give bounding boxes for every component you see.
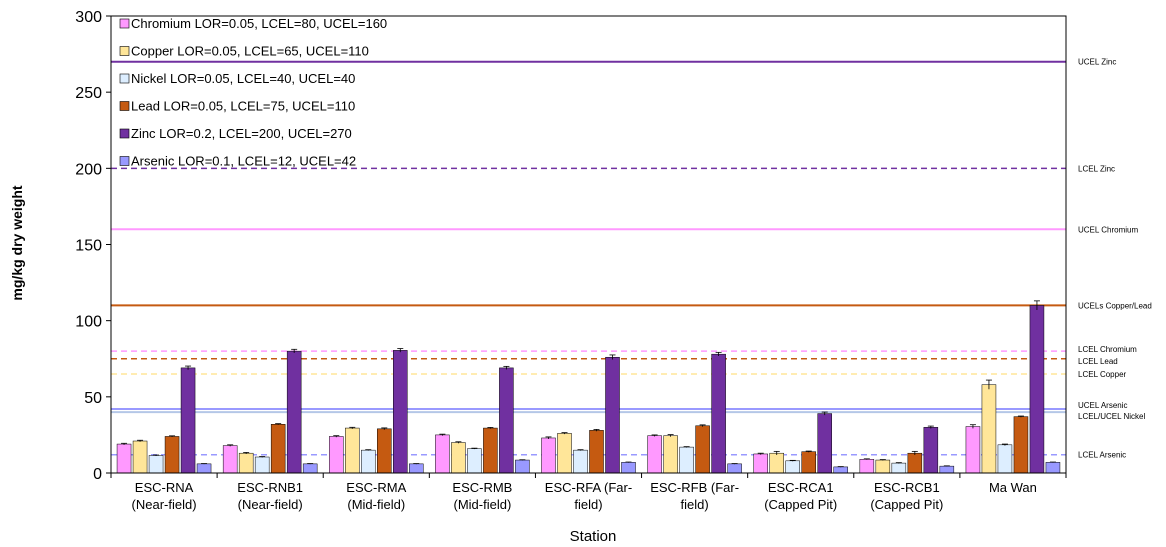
bar bbox=[180, 367, 196, 474]
bar bbox=[907, 452, 923, 474]
bar bbox=[164, 436, 180, 474]
bar bbox=[393, 350, 408, 474]
bar bbox=[589, 430, 604, 474]
legend-entry: Chromium LOR=0.05, LCEL=80, UCEL=160 bbox=[131, 16, 387, 31]
bar bbox=[923, 427, 939, 474]
bar bbox=[541, 437, 556, 474]
legend-swatch bbox=[119, 101, 130, 111]
y-tick-label: 50 bbox=[84, 390, 102, 407]
bar bbox=[270, 424, 286, 474]
bar bbox=[833, 466, 848, 474]
bar bbox=[695, 425, 710, 474]
bar bbox=[345, 427, 360, 474]
y-axis-title: mg/kg dry weight bbox=[9, 185, 25, 300]
bar bbox=[409, 463, 424, 474]
bar bbox=[483, 427, 498, 474]
bar bbox=[875, 459, 891, 474]
bar bbox=[132, 440, 148, 474]
reference-line-label: UCEL Zinc bbox=[1078, 58, 1116, 67]
y-tick-label: 300 bbox=[75, 9, 102, 26]
legend: Chromium LOR=0.05, LCEL=80, UCEL=160 Copp… bbox=[119, 16, 387, 169]
x-tick-label: ESC-RMA (Mid-field) bbox=[346, 480, 406, 512]
bar bbox=[148, 455, 164, 474]
bar bbox=[1029, 305, 1045, 474]
legend-entry: Arsenic LOR=0.1, LCEL=12, UCEL=42 bbox=[131, 154, 356, 169]
bar bbox=[1045, 462, 1061, 474]
bar bbox=[557, 433, 572, 474]
bar bbox=[679, 446, 694, 474]
reference-line-label: LCEL Chromium bbox=[1078, 345, 1137, 354]
bar bbox=[222, 445, 238, 474]
reference-line-label: UCEL Arsenic bbox=[1078, 401, 1128, 410]
bar bbox=[891, 462, 907, 474]
bar bbox=[435, 434, 450, 474]
bar bbox=[329, 436, 344, 474]
bar bbox=[663, 435, 678, 474]
x-tick-label: ESC-RCA1 (Capped Pit) bbox=[764, 480, 837, 512]
bar bbox=[859, 459, 875, 474]
y-tick-label: 200 bbox=[75, 161, 102, 178]
bar bbox=[621, 462, 636, 474]
reference-line-label: LCEL Zinc bbox=[1078, 164, 1115, 173]
x-tick-label: ESC-RNA (Near-field) bbox=[132, 480, 197, 512]
y-tick-label: 0 bbox=[93, 466, 102, 483]
bar bbox=[467, 448, 482, 474]
bar bbox=[377, 428, 392, 474]
bar bbox=[116, 443, 132, 474]
x-tick-label: ESC-RCB1 (Capped Pit) bbox=[870, 480, 943, 512]
x-tick-label: ESC-RFB (Far-field) bbox=[650, 480, 739, 512]
bar bbox=[939, 465, 955, 474]
reference-line-label: LCEL Arsenic bbox=[1078, 451, 1126, 460]
bar bbox=[196, 463, 212, 474]
bar bbox=[769, 452, 784, 474]
bar bbox=[515, 459, 530, 474]
reference-line-label: LCEL Copper bbox=[1078, 370, 1127, 379]
bar bbox=[997, 444, 1013, 474]
x-tick-label: ESC-RNB1 (Near-field) bbox=[237, 480, 303, 512]
bar bbox=[361, 449, 376, 474]
bar bbox=[1013, 416, 1029, 474]
bar bbox=[817, 413, 832, 474]
legend-entry: Lead LOR=0.05, LCEL=75, UCEL=110 bbox=[131, 99, 355, 114]
bar bbox=[254, 456, 270, 474]
bar bbox=[801, 451, 816, 474]
legend-swatch bbox=[119, 46, 130, 56]
bar bbox=[647, 435, 662, 474]
bar bbox=[286, 350, 302, 474]
reference-line-label: LCEL Lead bbox=[1078, 357, 1118, 366]
x-axis-title: Station bbox=[570, 528, 617, 545]
y-tick-label: 100 bbox=[75, 314, 102, 331]
bar bbox=[711, 353, 726, 474]
bar bbox=[727, 463, 742, 474]
bar bbox=[965, 426, 981, 474]
reference-line-label: UCELs Copper/Lead bbox=[1078, 301, 1152, 310]
y-tick-label: 150 bbox=[75, 238, 102, 255]
bar bbox=[785, 460, 800, 474]
x-tick-label: Ma Wan bbox=[989, 480, 1037, 495]
x-tick-label: ESC-RFA (Far-field) bbox=[545, 480, 632, 512]
reference-line-label: UCEL Chromium bbox=[1078, 225, 1138, 234]
reference-line-label: LCEL/UCEL Nickel bbox=[1078, 412, 1146, 421]
legend-entry: Zinc LOR=0.2, LCEL=200, UCEL=270 bbox=[131, 126, 352, 141]
legend-swatch bbox=[119, 18, 130, 29]
y-tick-label: 250 bbox=[75, 85, 102, 102]
axes: 0 50 100 150 200 250 300 ESC-RNA (Near-field) ESC… bbox=[75, 9, 1067, 512]
bar bbox=[981, 384, 997, 474]
bar bbox=[499, 367, 514, 474]
bar bbox=[605, 356, 620, 474]
legend-swatch bbox=[119, 156, 130, 166]
legend-entry: Copper LOR=0.05, LCEL=65, UCEL=110 bbox=[131, 44, 369, 59]
bar bbox=[238, 452, 254, 474]
bar bbox=[753, 453, 768, 474]
legend-entry: Nickel LOR=0.05, LCEL=40, UCEL=40 bbox=[131, 71, 355, 86]
bar bbox=[451, 442, 466, 474]
bar bbox=[302, 463, 318, 474]
legend-swatch bbox=[119, 128, 130, 139]
bar bbox=[573, 449, 588, 474]
legend-swatch bbox=[119, 73, 130, 84]
reference-lines: UCEL Zinc LCEL Zinc UCEL Chromium UCELs Cop… bbox=[111, 58, 1152, 460]
x-tick-label: ESC-RMB (Mid-field) bbox=[452, 480, 512, 512]
bars bbox=[116, 300, 1061, 474]
